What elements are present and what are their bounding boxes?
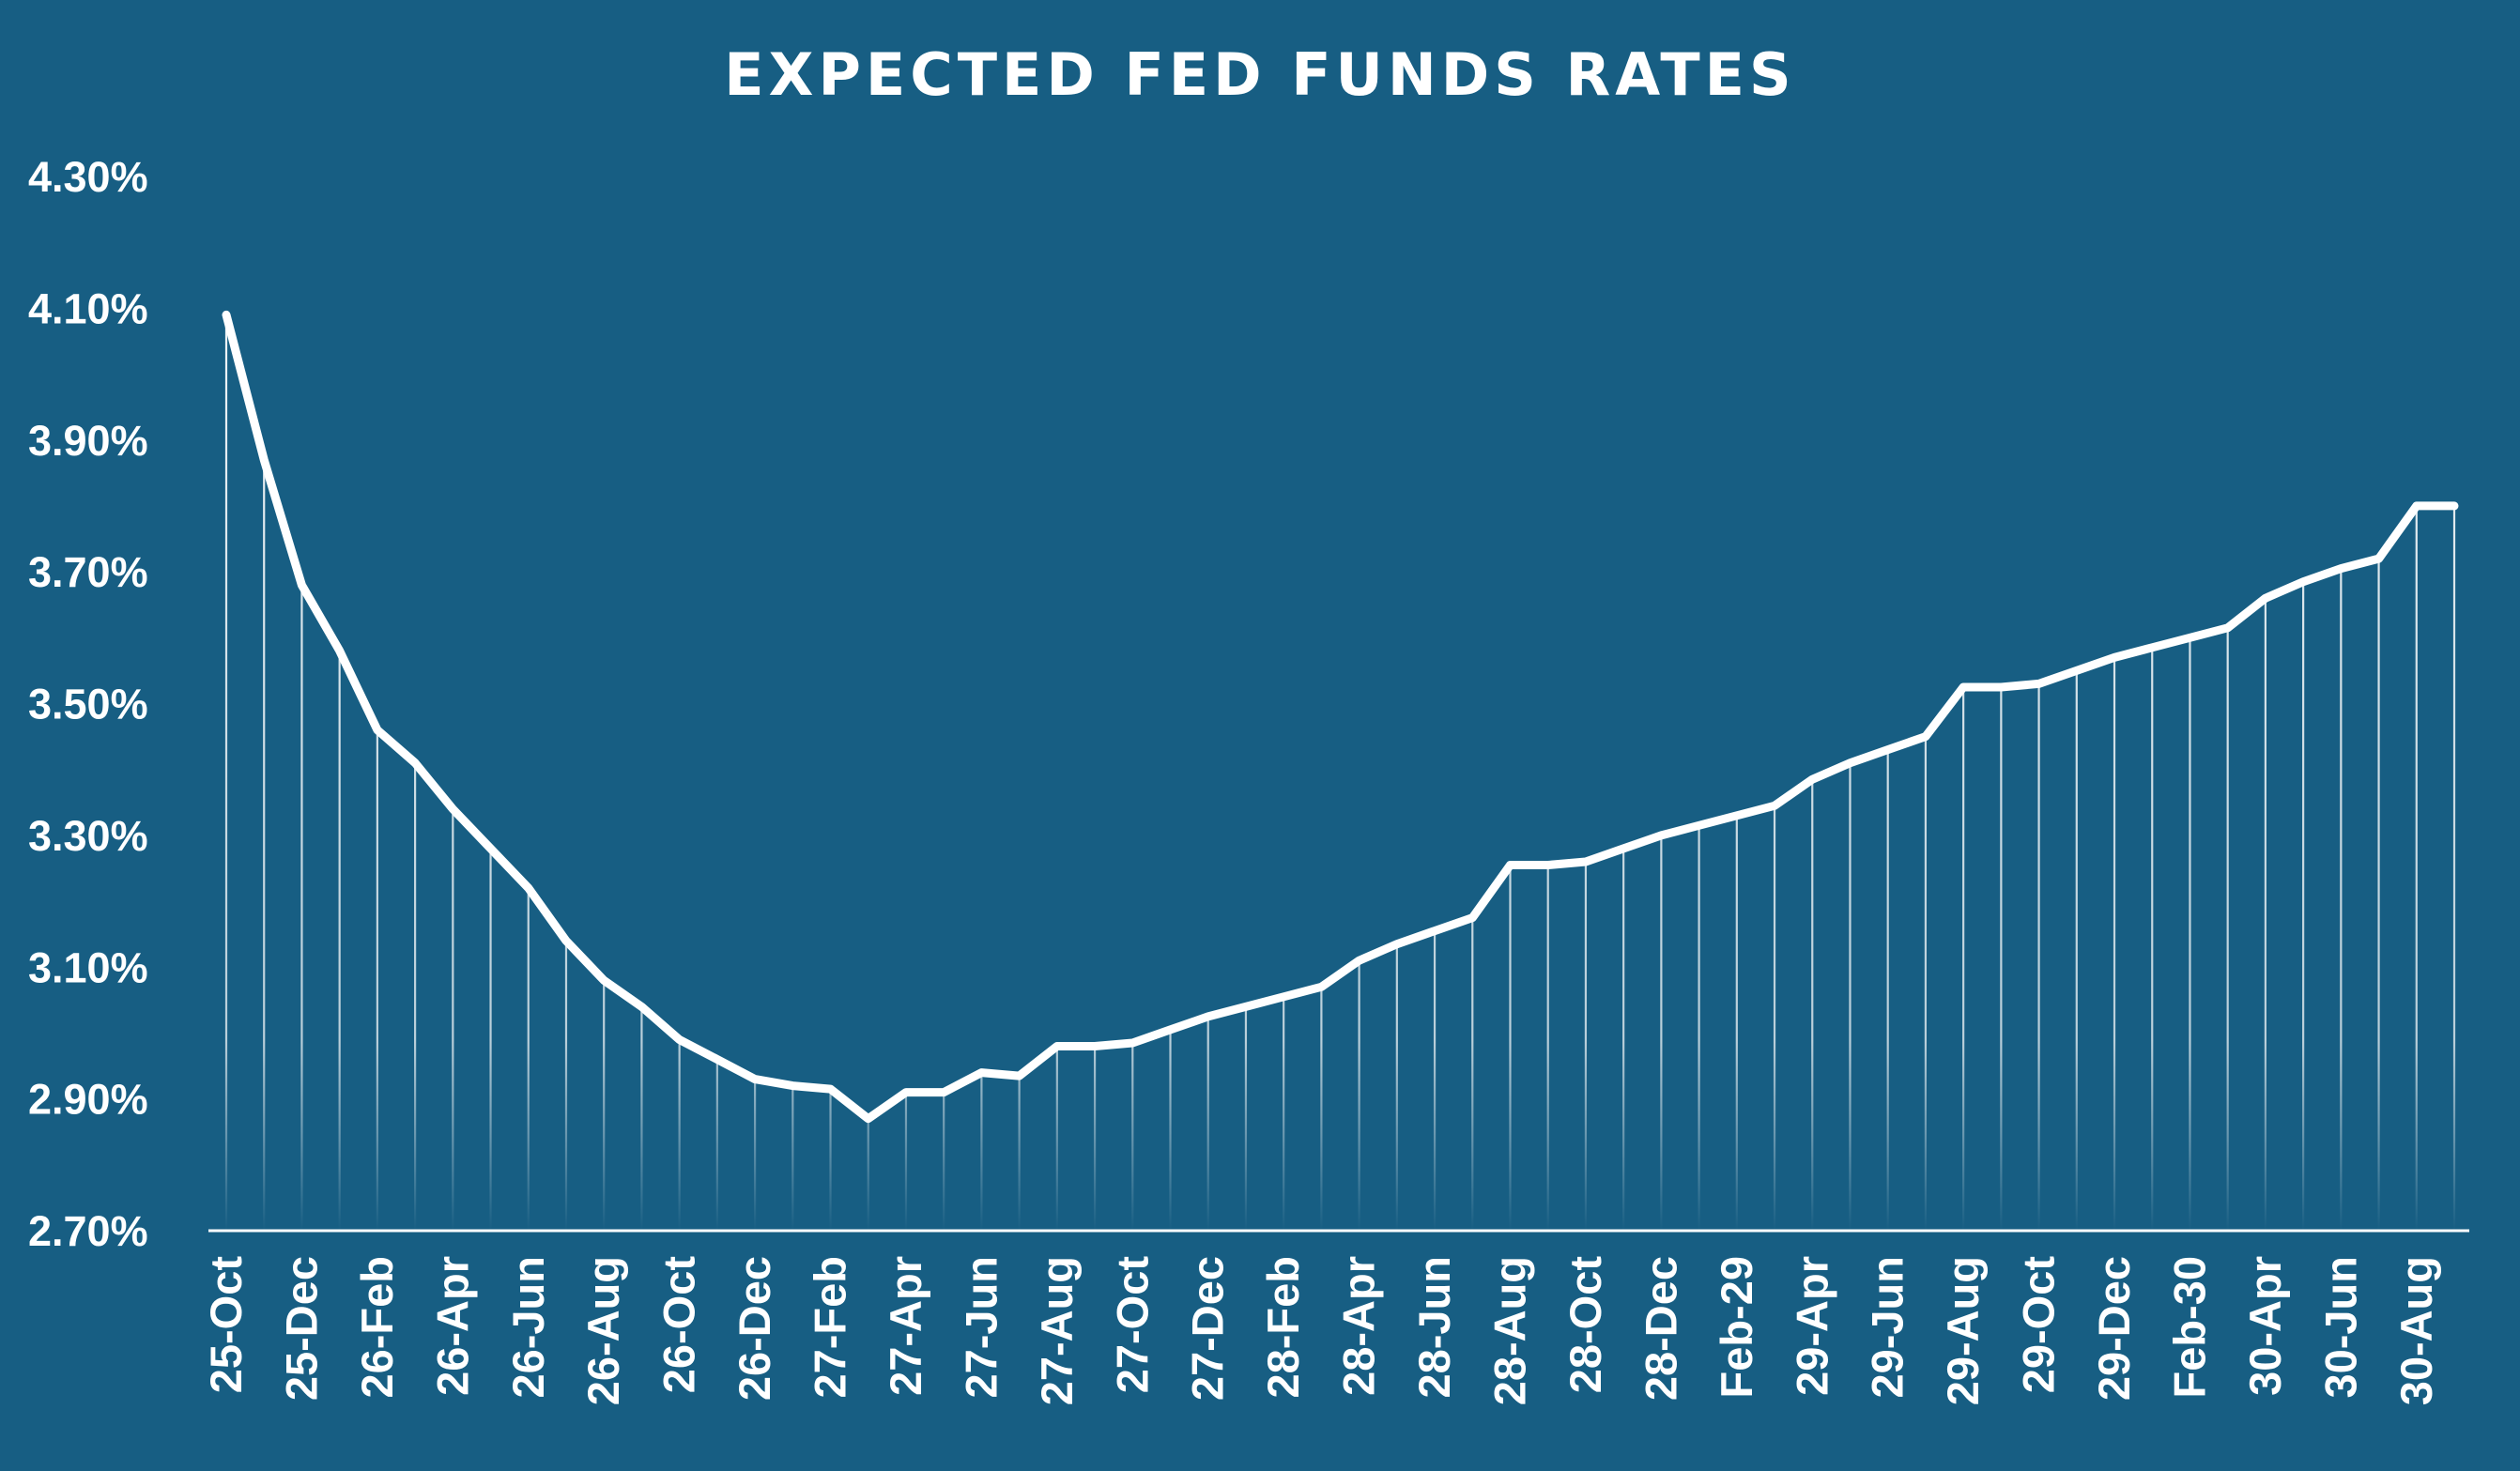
x-tick-label: 30-Aug	[2391, 1256, 2441, 1405]
x-tick-label: 26-Apr	[427, 1256, 477, 1396]
x-tick-label: 27-Dec	[1183, 1256, 1233, 1401]
x-tick-label: 28-Jun	[1409, 1256, 1459, 1399]
y-tick-label: 2.70%	[28, 1207, 148, 1255]
y-tick-label: 2.90%	[28, 1076, 148, 1124]
y-tick-label: 4.10%	[28, 284, 148, 332]
x-tick-label: 25-Dec	[276, 1256, 326, 1401]
y-tick-label: 3.50%	[28, 681, 148, 728]
x-tick-label: 30-Jun	[2315, 1256, 2365, 1399]
x-axis: 25-Oct 25-Dec 26-Feb 26-Apr 26-Jun 26-Aug 26-O…	[201, 1256, 2441, 1406]
y-tick-label: 4.30%	[28, 153, 148, 201]
x-tick-label: 28-Oct	[1560, 1256, 1610, 1394]
x-tick-label: 26-Feb	[352, 1256, 402, 1399]
x-tick-label: 25-Oct	[201, 1256, 251, 1394]
x-tick-label: 28-Aug	[1484, 1256, 1534, 1405]
x-tick-label: 27-Feb	[806, 1256, 855, 1399]
y-axis: 2.70% 2.90% 3.10% 3.30% 3.50% 3.70% 3.90% 4.10%…	[28, 153, 148, 1255]
x-tick-label: 27-Jun	[956, 1256, 1006, 1399]
x-tick-label: 26-Jun	[503, 1256, 553, 1399]
x-tick-label: 29-Oct	[2014, 1256, 2064, 1394]
y-tick-label: 3.90%	[28, 417, 148, 465]
x-tick-label: 29-Apr	[1787, 1256, 1836, 1396]
chart-title: EXPECTED FED FUNDS RATES	[724, 40, 1795, 109]
series-line	[222, 310, 2459, 1124]
x-tick-label: 27-Apr	[881, 1256, 930, 1396]
x-tick-label: 28-Dec	[1636, 1256, 1685, 1401]
x-tick-label: 28-Apr	[1334, 1256, 1384, 1396]
drop-lines	[224, 314, 2456, 1231]
x-tick-label: 29-Jun	[1863, 1256, 1913, 1399]
x-tick-label: 28-Feb	[1258, 1256, 1308, 1399]
y-tick-label: 3.30%	[28, 812, 148, 860]
y-tick-label: 3.70%	[28, 548, 148, 596]
series-group	[222, 310, 2459, 1124]
x-tick-label: 26-Dec	[730, 1256, 779, 1401]
x-tick-label: Feb-30	[2164, 1256, 2214, 1399]
x-tick-label: 27-Aug	[1032, 1256, 1082, 1405]
x-tick-label: 29-Aug	[1938, 1256, 1988, 1405]
x-tick-label: 29-Dec	[2089, 1256, 2139, 1401]
x-tick-label: 26-Aug	[578, 1256, 628, 1405]
x-tick-label: 26-Oct	[654, 1256, 704, 1394]
y-tick-label: 3.10%	[28, 943, 148, 991]
x-tick-label: 30-Apr	[2240, 1256, 2290, 1396]
x-tick-label: Feb-29	[1712, 1256, 1761, 1399]
x-tick-label: 27-Oct	[1107, 1256, 1157, 1394]
